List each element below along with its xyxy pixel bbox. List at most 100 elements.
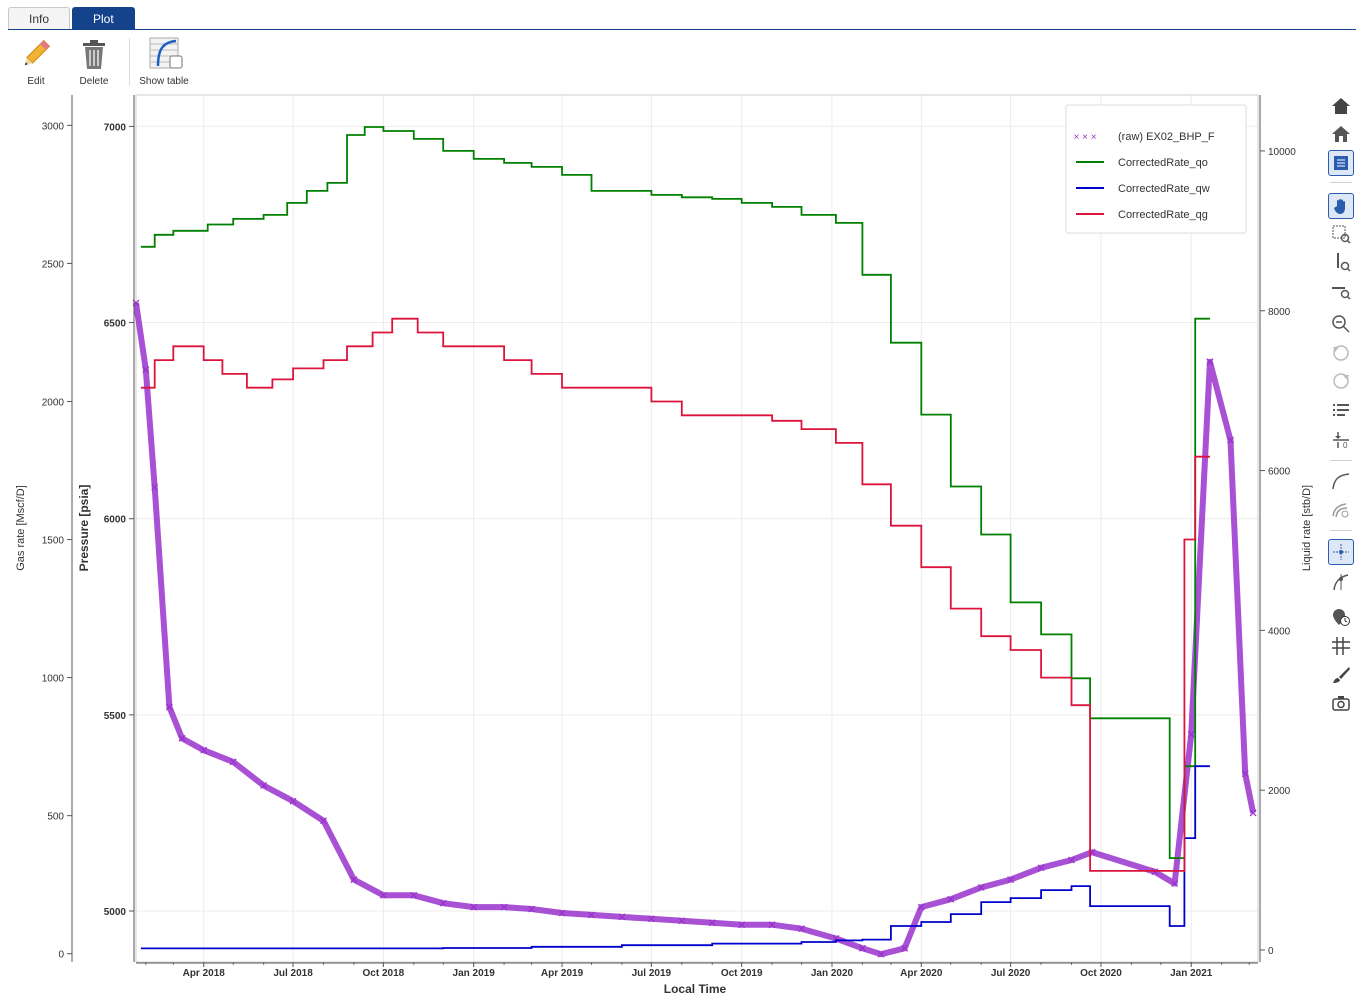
legend-item-qg[interactable]: CorrectedRate_qg [1076, 209, 1208, 221]
time-marker-icon [1333, 609, 1350, 626]
x-tick-label: Apr 2018 [183, 968, 226, 979]
camera-button[interactable] [1328, 690, 1354, 716]
curve-fit-button[interactable] [1328, 468, 1354, 494]
bhp-point [1227, 436, 1234, 444]
pencil-icon [8, 36, 64, 72]
tab-info[interactable]: Info [8, 7, 71, 30]
bhp-point [229, 758, 237, 766]
bhp-point [470, 903, 478, 911]
liquid-tick-label: 6000 [1268, 467, 1291, 478]
x-tick-label: Apr 2020 [900, 968, 943, 979]
pick-point-button[interactable] [1328, 569, 1354, 595]
bhp-point [379, 891, 387, 899]
gas-tick-label: 2500 [42, 259, 65, 270]
x-tick-label: Jul 2019 [632, 968, 672, 979]
x-axis-label: Local Time [664, 982, 727, 996]
filter-list-icon [1333, 404, 1349, 416]
bhp-point [320, 817, 327, 825]
bhp-point [647, 915, 655, 923]
legend-toggle-icon [1334, 156, 1348, 170]
brush-button[interactable] [1328, 662, 1354, 688]
bhp-point [858, 944, 866, 952]
gas-tick-label: 500 [47, 812, 64, 823]
delete-button[interactable]: Delete [66, 36, 122, 87]
chart-grid [136, 95, 1258, 962]
crosshair-button[interactable] [1328, 539, 1354, 565]
series-layer [132, 126, 1257, 958]
bhp-point [142, 366, 150, 374]
liquid-tick-label: 4000 [1268, 626, 1291, 637]
legend-item-bhp[interactable]: × × × (raw) EX02_BHP_F [1073, 131, 1214, 143]
box-zoom-button[interactable] [1328, 221, 1354, 247]
x-tick-label: Jul 2018 [273, 968, 313, 979]
pressure-tick-label: 6500 [104, 319, 127, 330]
x-tick-label: Jan 2020 [811, 968, 854, 979]
table-chart-icon [136, 36, 192, 72]
legend-label-qo: CorrectedRate_qo [1118, 157, 1208, 169]
bhp-point [260, 782, 268, 789]
crosshair-icon [1333, 544, 1349, 560]
time-marker-button[interactable] [1328, 604, 1354, 630]
filter-list-button[interactable] [1328, 398, 1354, 424]
x-zoom-icon [1332, 287, 1351, 300]
grid-button[interactable] [1328, 633, 1354, 659]
align-button[interactable]: 0 [1328, 427, 1354, 453]
bhp-point [1187, 731, 1195, 738]
legend-item-qo[interactable]: CorrectedRate_qo [1076, 157, 1208, 169]
legend[interactable]: × × × (raw) EX02_BHP_F CorrectedRate_qo … [1065, 104, 1247, 234]
reset-home-button[interactable] [1328, 121, 1354, 147]
home-button[interactable] [1328, 93, 1354, 119]
bhp-point [410, 891, 418, 899]
zoom-out-button[interactable] [1328, 311, 1354, 337]
sidebar-divider [1330, 182, 1352, 183]
x-tick-label: Jul 2020 [991, 968, 1031, 979]
x-tick-label: Apr 2019 [541, 968, 584, 979]
qo-series-line [140, 126, 1210, 859]
redo-button[interactable] [1328, 368, 1354, 394]
pressure-tick-label: 7000 [104, 122, 127, 133]
x-tick-label: Oct 2018 [363, 968, 405, 979]
x-tick-label: Jan 2019 [453, 968, 496, 979]
curve-select-button[interactable] [1328, 497, 1354, 523]
liquid-tick-label: 0 [1268, 946, 1274, 957]
qw-series-line [140, 765, 1210, 950]
bhp-point [947, 895, 955, 903]
bhp-point [1241, 770, 1249, 778]
undo-button[interactable] [1328, 340, 1354, 366]
show-table-button[interactable]: Show table [136, 36, 192, 87]
legend-item-qw[interactable]: CorrectedRate_qw [1076, 183, 1210, 195]
liquid-axis-label: Liquid rate [stb/D] [1301, 485, 1313, 571]
curve-select-icon [1332, 503, 1349, 518]
edit-button[interactable]: Edit [8, 36, 64, 87]
axes-layer: Apr 2018 Jul 2018 Oct 2018 Jan 2019 Apr 2019… [42, 95, 1296, 979]
pick-point-icon [1333, 574, 1349, 591]
liquid-tick-label: 8000 [1268, 307, 1291, 318]
x-zoom-button[interactable] [1328, 277, 1354, 303]
liquid-tick-label: 10000 [1268, 147, 1296, 158]
pan-button[interactable] [1328, 193, 1354, 219]
grid-icon [1332, 637, 1350, 655]
bhp-point [977, 884, 985, 891]
bhp-point [618, 913, 626, 921]
bhp-point [165, 703, 173, 711]
gas-axis-label: Gas rate [Mscf/D] [15, 485, 27, 571]
bhp-point [528, 905, 536, 913]
redo-icon [1333, 373, 1349, 389]
sidebar-divider [1330, 530, 1352, 531]
legend-toggle-button[interactable] [1328, 150, 1354, 176]
legend-label-qg: CorrectedRate_qg [1118, 209, 1208, 221]
camera-icon [1332, 696, 1350, 711]
gas-tick-label: 1000 [42, 674, 65, 685]
pressure-axis-label: Pressure [psia] [77, 485, 91, 572]
svg-text:0: 0 [1343, 441, 1348, 450]
y-zoom-button[interactable] [1328, 249, 1354, 275]
bhp-point [151, 483, 159, 491]
bhp-point [1206, 358, 1214, 366]
bhp-trend [133, 302, 1257, 958]
toolbar-divider [129, 38, 130, 86]
show-table-label: Show table [139, 76, 189, 87]
bhp-point [1249, 809, 1257, 817]
tab-plot[interactable]: Plot [72, 7, 135, 30]
align-icon: 0 [1333, 432, 1349, 450]
